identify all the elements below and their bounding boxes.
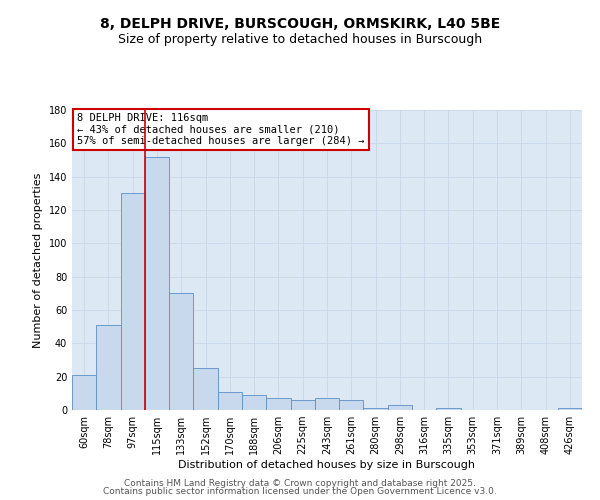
X-axis label: Distribution of detached houses by size in Burscough: Distribution of detached houses by size … xyxy=(179,460,476,470)
Bar xyxy=(388,405,412,410)
Bar xyxy=(145,156,169,410)
Bar xyxy=(72,375,96,410)
Bar xyxy=(169,294,193,410)
Bar xyxy=(436,408,461,410)
Bar xyxy=(242,395,266,410)
Text: 8, DELPH DRIVE, BURSCOUGH, ORMSKIRK, L40 5BE: 8, DELPH DRIVE, BURSCOUGH, ORMSKIRK, L40… xyxy=(100,18,500,32)
Bar xyxy=(364,408,388,410)
Text: 8 DELPH DRIVE: 116sqm
← 43% of detached houses are smaller (210)
57% of semi-det: 8 DELPH DRIVE: 116sqm ← 43% of detached … xyxy=(77,113,365,146)
Bar xyxy=(193,368,218,410)
Bar xyxy=(218,392,242,410)
Y-axis label: Number of detached properties: Number of detached properties xyxy=(33,172,43,348)
Text: Contains public sector information licensed under the Open Government Licence v3: Contains public sector information licen… xyxy=(103,487,497,496)
Bar xyxy=(121,194,145,410)
Bar xyxy=(290,400,315,410)
Bar xyxy=(558,408,582,410)
Bar xyxy=(96,325,121,410)
Bar xyxy=(266,398,290,410)
Bar xyxy=(315,398,339,410)
Text: Contains HM Land Registry data © Crown copyright and database right 2025.: Contains HM Land Registry data © Crown c… xyxy=(124,478,476,488)
Text: Size of property relative to detached houses in Burscough: Size of property relative to detached ho… xyxy=(118,32,482,46)
Bar xyxy=(339,400,364,410)
